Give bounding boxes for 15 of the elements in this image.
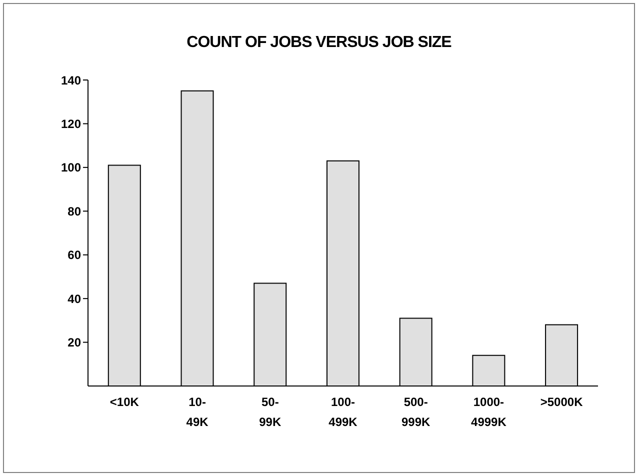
y-tick-label: 100 — [60, 160, 82, 175]
y-tick-label: 120 — [60, 116, 82, 131]
y-tick-label: 20 — [68, 336, 82, 350]
y-tick-label: 40 — [68, 292, 82, 306]
y-tick-label: 60 — [68, 248, 82, 262]
x-tick-label: >5000K — [540, 395, 584, 409]
x-tick-label: 100-499K — [328, 395, 358, 429]
x-tick-label: 500-999K — [402, 395, 431, 429]
x-tick-label: <10K — [110, 395, 140, 409]
x-tick-label: 10-49K — [186, 395, 209, 429]
y-tick-label: 140 — [60, 73, 82, 88]
chart-title: COUNT OF JOBS VERSUS JOB SIZE — [186, 34, 452, 52]
x-tick-label: 1000-4999K — [471, 395, 507, 429]
x-tick-label: 50-99K — [259, 395, 282, 429]
y-tick-label: 80 — [68, 204, 82, 218]
